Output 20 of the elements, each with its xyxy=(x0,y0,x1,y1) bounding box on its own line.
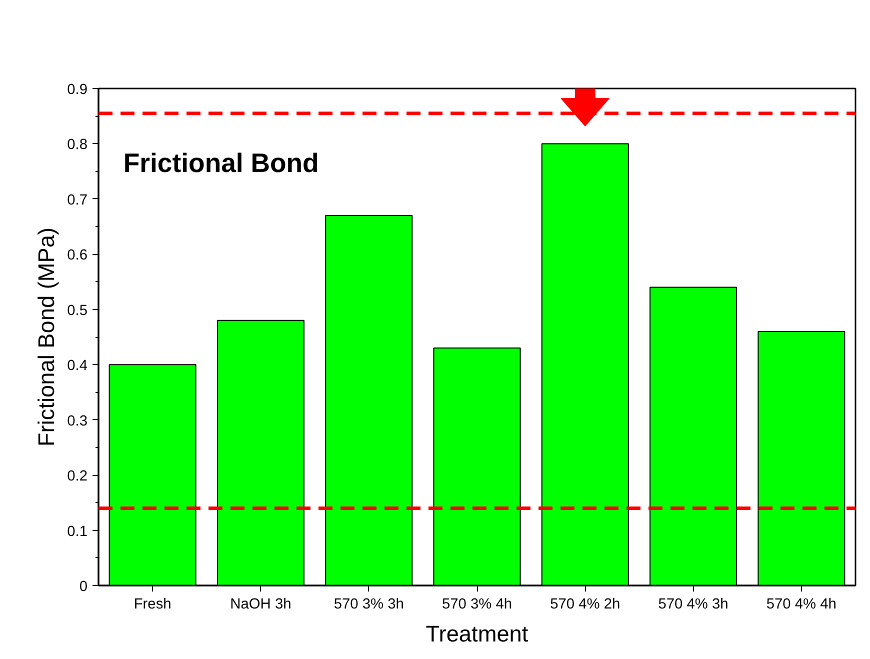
annotation: Frictional Bond xyxy=(123,148,319,178)
y-tick-label: 0.6 xyxy=(67,248,88,264)
x-tick-label: 570 3% 3h xyxy=(334,596,404,612)
y-tick-label: 0 xyxy=(79,579,88,595)
y-tick-label: 0.3 xyxy=(67,413,88,430)
x-tick-label: 570 4% 3h xyxy=(658,596,728,612)
y-tick-label: 0.4 xyxy=(67,358,88,374)
y-tick-label: 0.5 xyxy=(67,302,88,319)
x-tick-label: NaOH 3h xyxy=(230,596,292,612)
y-tick-label: 0.8 xyxy=(67,137,88,154)
y-tick-label: 0.7 xyxy=(67,192,88,208)
y-tick-label: 0.9 xyxy=(67,82,88,98)
x-tick-label: 570 4% 4h xyxy=(766,596,836,612)
x-axis-title: Treatment xyxy=(426,620,529,646)
x-tick-label: Fresh xyxy=(134,596,172,612)
x-tick-label: 570 3% 4h xyxy=(442,596,512,612)
y-tick-label: 0.2 xyxy=(67,468,88,485)
x-tick-label: 570 4% 2h xyxy=(550,596,620,612)
y-tick-label: 0.1 xyxy=(67,524,88,540)
y-axis-title: Frictional Bond (MPa) xyxy=(33,227,60,447)
